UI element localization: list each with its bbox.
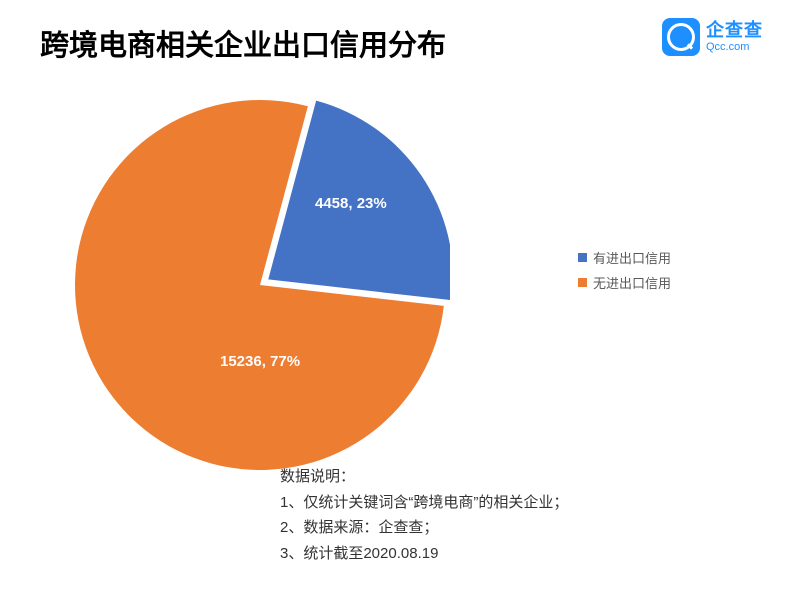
chart-title: 跨境电商相关企业出口信用分布 [40,22,446,64]
slice-label: 15236, 77% [220,353,300,370]
brand-logo-icon [662,18,700,56]
legend-label: 无进出口信用 [593,273,671,292]
pie-chart: 4458, 23% 15236, 77% [70,95,450,475]
pie-svg [70,95,450,475]
slice-label: 4458, 23% [315,195,387,212]
legend-item: 有进出口信用 [578,248,671,267]
brand-logo-en: Qcc.com [706,41,763,53]
legend-label: 有进出口信用 [593,248,671,267]
brand-logo-cn: 企查查 [706,21,763,41]
legend: 有进出口信用 无进出口信用 [578,248,671,298]
legend-swatch [578,253,587,262]
notes-line: 1、仅统计关键词含“跨境电商”的相关企业； [280,490,568,516]
notes-heading: 数据说明： [280,464,568,490]
notes-line: 3、统计截至2020.08.19 [280,541,568,567]
legend-swatch [578,278,587,287]
legend-item: 无进出口信用 [578,273,671,292]
brand-logo: 企查查 Qcc.com [662,18,763,56]
data-notes: 数据说明： 1、仅统计关键词含“跨境电商”的相关企业； 2、数据来源：企查查； … [280,464,568,566]
brand-logo-text: 企查查 Qcc.com [706,21,763,53]
notes-line: 2、数据来源：企查查； [280,515,568,541]
